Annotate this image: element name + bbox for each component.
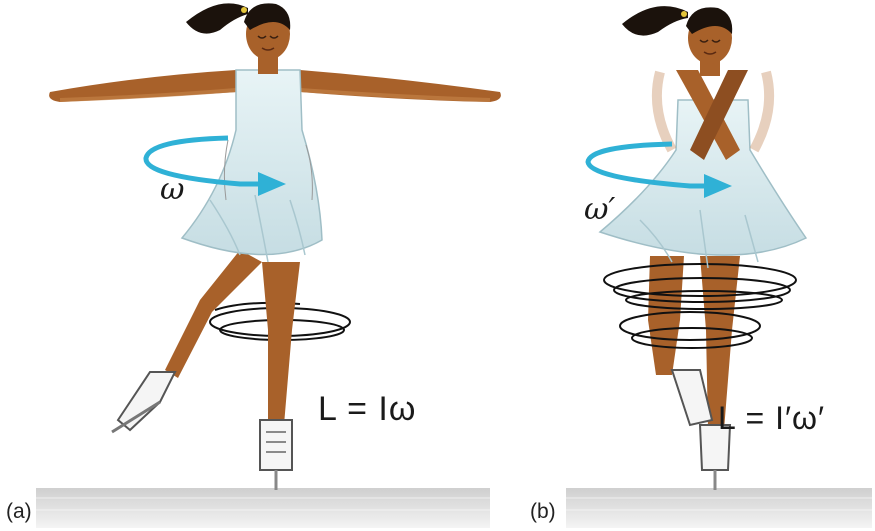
raised-leg-a — [111, 250, 262, 434]
angular-velocity-label-a: ω — [160, 172, 185, 207]
angular-momentum-equation-a: L = Iω — [318, 390, 417, 428]
dress-a — [180, 69, 323, 263]
angular-momentum-equation-b: L = I′ω′ — [718, 400, 825, 436]
panel-b — [566, 6, 872, 528]
panel-a — [36, 3, 501, 528]
head-a — [186, 3, 291, 74]
ice-surface-a — [36, 488, 490, 528]
spin-lines-b — [603, 263, 797, 349]
head-b — [622, 6, 733, 76]
panel-label-a: (a) — [6, 500, 32, 523]
legs-b — [648, 256, 740, 490]
panel-label-b: (b) — [530, 500, 556, 523]
rotation-arrow-b — [585, 141, 732, 198]
dress-b — [598, 99, 808, 269]
standing-leg-a — [259, 262, 300, 490]
rotation-arrow-a — [143, 135, 286, 196]
angular-velocity-label-b: ω′ — [584, 192, 616, 227]
outstretched-arms-a — [49, 70, 501, 102]
ice-surface-b — [566, 488, 872, 528]
